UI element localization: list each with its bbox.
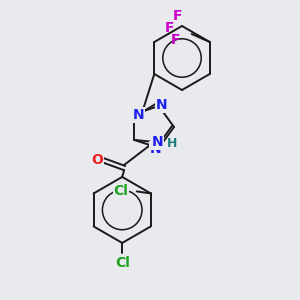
Text: N: N (152, 135, 163, 149)
Text: H: H (167, 137, 178, 150)
Text: Cl: Cl (113, 184, 128, 198)
Text: Cl: Cl (115, 256, 130, 270)
Text: N: N (132, 108, 144, 122)
Text: F: F (173, 9, 182, 23)
Text: N: N (156, 98, 168, 112)
Text: F: F (165, 21, 175, 35)
Text: N: N (150, 142, 162, 156)
Text: O: O (91, 153, 103, 167)
Text: F: F (171, 33, 181, 47)
